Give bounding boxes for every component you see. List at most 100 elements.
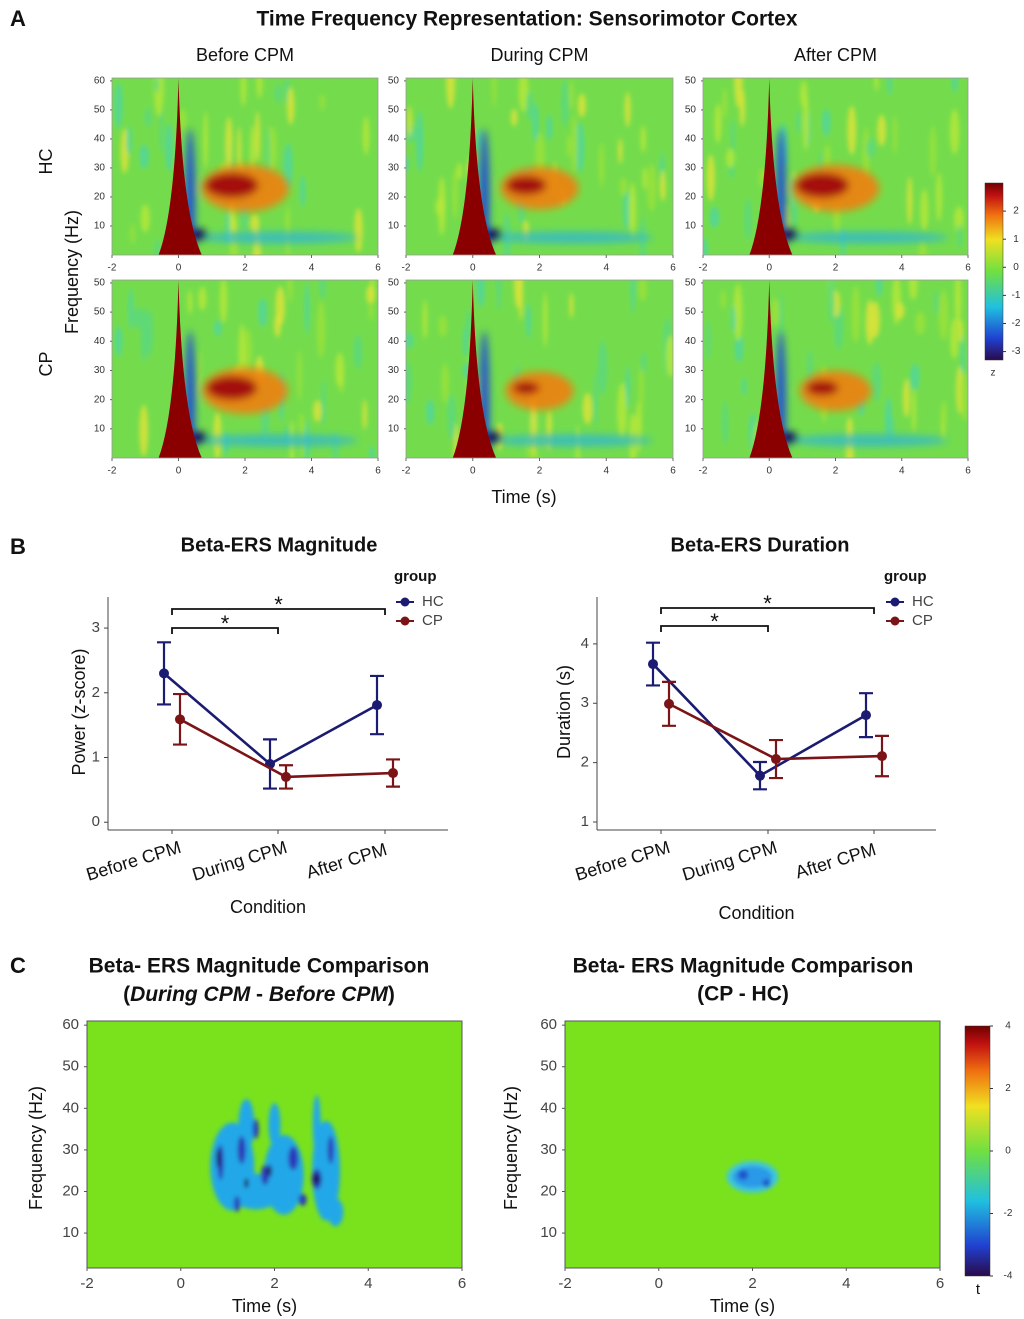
- texture-blob: [884, 396, 892, 436]
- texture-blob: [954, 280, 962, 327]
- x-tick-label: -2: [699, 263, 708, 274]
- texture-blob: [492, 78, 497, 108]
- series-line: [652, 663, 867, 778]
- texture-blob: [546, 114, 553, 141]
- x-tick-label: 2: [833, 263, 839, 274]
- texture-blob: [447, 393, 456, 441]
- texture-blob: [438, 176, 446, 236]
- y-tick-label: 10: [94, 221, 106, 232]
- x-tick-label: 4: [364, 1275, 372, 1292]
- x-tick-label: 0: [766, 466, 772, 477]
- texture-blob: [258, 298, 268, 328]
- texture-blob: [821, 108, 831, 137]
- texture-blob: [951, 78, 958, 94]
- y-tick-label: 40: [388, 134, 400, 145]
- x-tick-label: -2: [699, 466, 708, 477]
- texture-blob: [871, 361, 882, 402]
- legend-marker: [890, 616, 900, 626]
- texture-blob: [476, 280, 485, 308]
- cluster-blob: [738, 1169, 749, 1180]
- texture-blob: [144, 107, 152, 128]
- low-band: [789, 231, 949, 244]
- x-tick-label: 0: [470, 466, 476, 477]
- y-axis-label: Frequency (Hz): [62, 210, 82, 334]
- texture-blob: [577, 93, 586, 117]
- significance-bracket: [660, 625, 769, 632]
- texture-blob: [618, 138, 623, 164]
- texture-blob: [114, 325, 123, 357]
- y-tick-label: 10: [685, 423, 697, 434]
- texture-blob: [139, 404, 149, 457]
- y-tick-label: 50: [540, 1058, 557, 1075]
- texture-blob: [709, 206, 720, 228]
- texture-blob: [145, 309, 154, 357]
- subtitle-part: (: [123, 983, 130, 1006]
- legend-label: CP: [422, 612, 443, 629]
- texture-blob: [569, 80, 574, 111]
- chart-title: Beta- ERS Magnitude Comparison: [573, 955, 914, 978]
- significance-bracket: [171, 608, 386, 615]
- texture-blob: [851, 285, 860, 343]
- texture-blob: [827, 280, 835, 324]
- heatmap-features: [775, 128, 949, 255]
- y-tick-label: 30: [388, 163, 400, 174]
- texture-blob: [902, 378, 910, 418]
- diff-heatmap: [565, 1021, 940, 1268]
- texture-blob: [624, 92, 631, 127]
- column-title: After CPM: [794, 45, 877, 65]
- texture-blob: [287, 280, 293, 303]
- texture-blob: [114, 81, 123, 129]
- texture-blob: [733, 283, 743, 341]
- chart-title: Beta- ERS Magnitude Comparison: [89, 955, 430, 978]
- chart-subtitle: (CP - HC): [697, 983, 789, 1006]
- x-axis-label: Condition: [718, 903, 794, 923]
- texture-blob: [920, 189, 929, 232]
- texture-blob: [560, 79, 570, 127]
- low-band: [492, 231, 653, 244]
- x-tick-label: During CPM: [680, 837, 780, 885]
- texture-blob: [214, 320, 222, 337]
- tf-heatmap: [112, 280, 378, 458]
- legend-label: HC: [912, 593, 934, 610]
- cluster-blob: [327, 1198, 344, 1227]
- texture-blob: [213, 412, 222, 458]
- texture-blob: [896, 302, 905, 320]
- texture-blob: [934, 290, 939, 316]
- cluster-blob: [268, 1102, 281, 1147]
- subtitle-part: ): [388, 983, 395, 1006]
- texture-blob: [862, 127, 870, 182]
- texture-blob: [910, 363, 920, 391]
- beta-ers-core: [205, 172, 259, 198]
- texture-blob: [659, 170, 666, 202]
- x-tick-label: 2: [242, 466, 248, 477]
- texture-blob: [741, 377, 747, 396]
- texture-blob: [407, 106, 412, 137]
- y-axis-label: Power (z-score): [69, 648, 89, 775]
- texture-blob: [726, 148, 735, 168]
- legend-marker: [400, 616, 410, 626]
- data-point: [861, 710, 871, 721]
- x-tick-label: 0: [655, 1275, 663, 1292]
- x-tick-label: 2: [537, 466, 543, 477]
- x-tick-label: -2: [80, 1275, 93, 1292]
- y-tick-label: 30: [94, 365, 106, 376]
- texture-blob: [941, 400, 947, 428]
- y-tick-label: 50: [388, 278, 400, 289]
- evoked-cone: [452, 280, 497, 458]
- texture-blob: [456, 162, 463, 180]
- texture-blob: [722, 88, 728, 119]
- y-tick-label: 50: [685, 76, 697, 87]
- texture-blob: [196, 349, 202, 393]
- cluster-blob: [312, 1094, 321, 1155]
- chart-title: Beta-ERS Duration: [671, 534, 850, 556]
- heatmap-features: [775, 330, 949, 458]
- evoked-cone: [749, 78, 793, 255]
- y-axis-label: Frequency (Hz): [26, 1086, 46, 1210]
- cluster-blob: [216, 1148, 221, 1169]
- texture-blob: [734, 334, 744, 363]
- texture-blob: [918, 239, 927, 255]
- data-point: [771, 754, 781, 765]
- significance-bracket: [660, 607, 875, 614]
- significance-star: *: [221, 611, 230, 636]
- cluster-blob: [313, 1174, 320, 1185]
